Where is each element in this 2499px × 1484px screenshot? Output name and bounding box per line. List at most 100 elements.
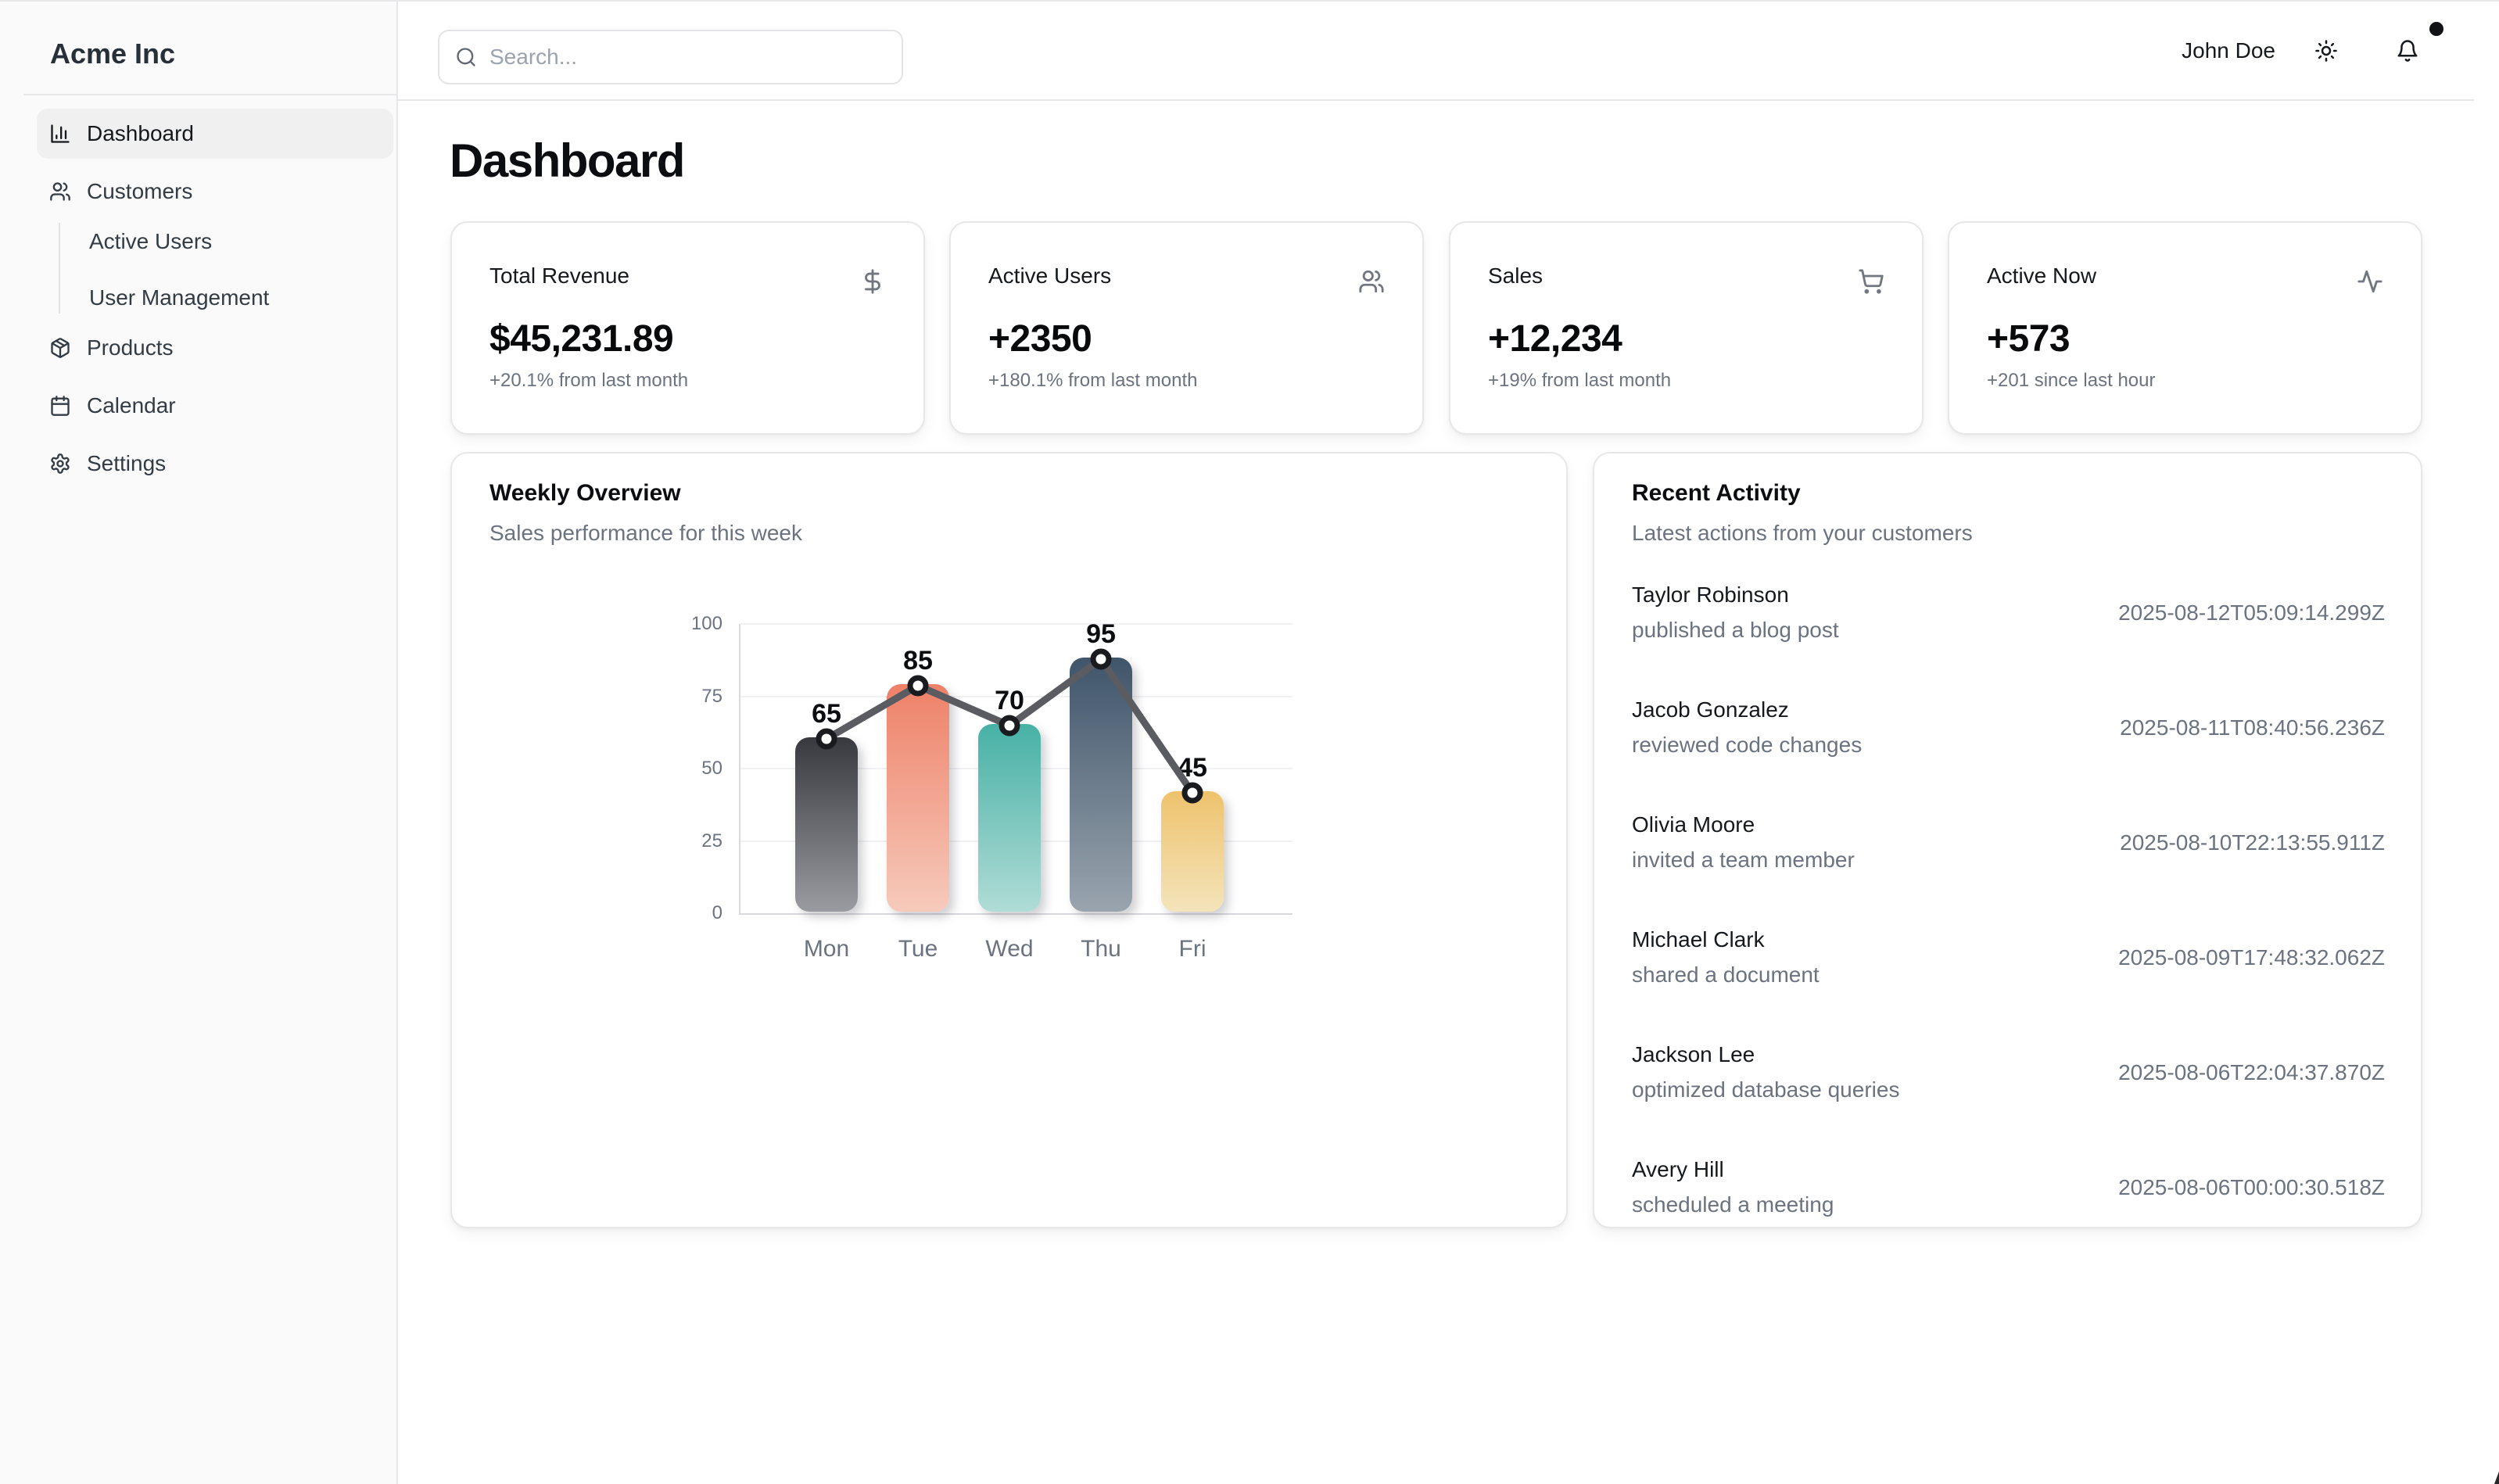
stat-sub: +19% from last month — [1488, 370, 1672, 391]
sidebar-item-label: Dashboard — [87, 121, 194, 145]
cart-icon — [1858, 268, 1884, 295]
stat-title: Total Revenue — [489, 263, 630, 288]
activity-item: Avery Hill scheduled a meeting 2025-08-06T… — [1632, 1153, 2385, 1221]
activity-timestamp: 2025-08-11T08:40:56.236Z — [2120, 715, 2385, 740]
activity-user-name: Avery Hill — [1632, 1157, 1724, 1181]
sidebar-item-settings[interactable]: Settings — [37, 439, 393, 489]
activity-user-name: Michael Clark — [1632, 927, 1765, 952]
x-axis-tick-label: Tue — [898, 936, 938, 962]
activity-user-name: Taylor Robinson — [1632, 582, 1789, 607]
activity-timestamp: 2025-08-06T22:04:37.870Z — [2118, 1059, 2385, 1084]
stat-value: $45,231.89 — [489, 318, 674, 360]
search-input[interactable] — [489, 45, 865, 70]
activity-user-name: Jackson Lee — [1632, 1042, 1755, 1066]
activity-item: Jackson Lee optimized database queries 202… — [1632, 1038, 2385, 1106]
x-axis-tick-label: Fri — [1178, 936, 1206, 962]
user-name[interactable]: John Doe — [2182, 38, 2275, 63]
sidebar-nav: Dashboard Customers Active Users User Ma… — [0, 109, 396, 496]
users-icon — [1358, 268, 1385, 295]
stat-card-total-revenue: Total Revenue $45,231.89 +20.1% from las… — [450, 221, 925, 435]
stat-card-sales: Sales +12,234 +19% from last month — [1449, 221, 1924, 435]
search-icon — [457, 48, 475, 66]
brand-title: Acme Inc — [50, 38, 176, 70]
users-icon — [49, 181, 71, 203]
activity-action: shared a document — [1632, 962, 1820, 987]
stat-value: +12,234 — [1488, 318, 1622, 360]
y-axis-tick-label: 0 — [712, 902, 722, 923]
top-header: John Doe — [398, 0, 2474, 101]
bar-fri — [1161, 791, 1224, 912]
sidebar-item-label: Calendar — [87, 393, 176, 418]
bar-value-label: 85 — [903, 646, 933, 676]
bar-value-label: 65 — [812, 699, 841, 729]
bar-wed — [978, 724, 1041, 912]
bell-icon — [2397, 39, 2418, 62]
top-edge-line — [0, 0, 2499, 2]
gridline — [740, 623, 1293, 625]
activity-card-subtitle: Latest actions from your customers — [1632, 521, 1973, 545]
sidebar-item-label: Customers — [87, 179, 193, 203]
stat-title: Active Users — [988, 263, 1112, 288]
activity-icon — [2357, 268, 2383, 295]
search-box[interactable] — [438, 30, 903, 84]
activity-item-text: Avery Hill scheduled a meeting — [1632, 1153, 1834, 1221]
chart-card-subtitle: Sales performance for this week — [489, 521, 802, 545]
header-right: John Doe — [2182, 0, 2419, 101]
stat-sub: +180.1% from last month — [988, 370, 1198, 391]
activity-user-name: Olivia Moore — [1632, 812, 1755, 837]
weekly-overview-card: Weekly Overview Sales performance for th… — [450, 452, 1568, 1228]
corner-cursor-artifact — [2494, 1471, 2499, 1484]
settings-icon — [49, 453, 71, 475]
y-axis-line — [739, 624, 740, 915]
activity-item: Olivia Moore invited a team member 2025-08… — [1632, 808, 2385, 876]
stat-title: Active Now — [1987, 263, 2097, 288]
y-axis-tick-label: 50 — [701, 758, 722, 779]
bar-thu — [1070, 658, 1132, 912]
gridline — [740, 695, 1293, 697]
activity-action: invited a team member — [1632, 848, 1855, 872]
activity-timestamp: 2025-08-10T22:13:55.911Z — [2120, 830, 2385, 855]
activity-item-text: Jacob Gonzalez reviewed code changes — [1632, 694, 1862, 762]
x-axis-tick-label: Wed — [985, 936, 1034, 962]
data-point-dot — [816, 728, 837, 750]
calendar-icon — [49, 395, 71, 417]
data-point-dot — [1090, 648, 1112, 670]
y-axis-tick-label: 100 — [690, 613, 722, 634]
sidebar-item-label: Settings — [87, 451, 167, 475]
sidebar-item-active-users[interactable]: Active Users — [89, 229, 213, 253]
activity-action: reviewed code changes — [1632, 733, 1863, 757]
sidebar: Acme Inc Dashboard Customers Active User… — [0, 0, 398, 1484]
stat-sub: +201 since last hour — [1987, 370, 2156, 391]
trend-line-overlay — [816, 648, 1203, 804]
data-point-dot — [999, 715, 1020, 737]
activity-item: Jacob Gonzalez reviewed code changes 2025-… — [1632, 694, 2385, 762]
theme-toggle-button[interactable] — [2314, 39, 2338, 63]
activity-timestamp: 2025-08-06T00:00:30.518Z — [2118, 1174, 2385, 1199]
sidebar-item-customers[interactable]: Customers — [37, 167, 393, 217]
sidebar-item-dashboard[interactable]: Dashboard — [37, 109, 393, 159]
sidebar-item-calendar[interactable]: Calendar — [37, 381, 393, 431]
stat-title: Sales — [1488, 263, 1544, 288]
activity-item: Michael Clark shared a document 2025-08-09… — [1632, 923, 2385, 991]
activity-user-name: Jacob Gonzalez — [1632, 697, 1789, 722]
x-axis-tick-label: Mon — [803, 936, 850, 962]
activity-list: Taylor Robinson published a blog post 2025… — [1632, 579, 2385, 1268]
activity-item: Taylor Robinson published a blog post 2025… — [1632, 579, 2385, 647]
bar-value-label: 70 — [995, 686, 1024, 715]
notifications-button[interactable] — [2396, 39, 2419, 63]
sidebar-item-user-management[interactable]: User Management — [89, 285, 270, 310]
activity-item-text: Jackson Lee optimized database queries — [1632, 1038, 1899, 1106]
bar-tue — [887, 684, 949, 912]
data-point-dot — [907, 675, 929, 697]
dollar-icon — [859, 268, 886, 295]
sidebar-item-products[interactable]: Products — [37, 323, 393, 373]
page-title: Dashboard — [450, 134, 685, 187]
y-axis-tick-label: 75 — [701, 685, 722, 707]
x-axis-tick-label: Thu — [1081, 936, 1121, 962]
stat-value: +573 — [1987, 318, 2071, 360]
bar-chart-icon — [49, 123, 71, 145]
bar-value-label: 95 — [1086, 619, 1116, 649]
data-point-dot — [1181, 782, 1203, 804]
stat-card-active-users: Active Users +2350 +180.1% from last mon… — [949, 221, 1424, 435]
activity-action: optimized database queries — [1632, 1077, 1900, 1102]
